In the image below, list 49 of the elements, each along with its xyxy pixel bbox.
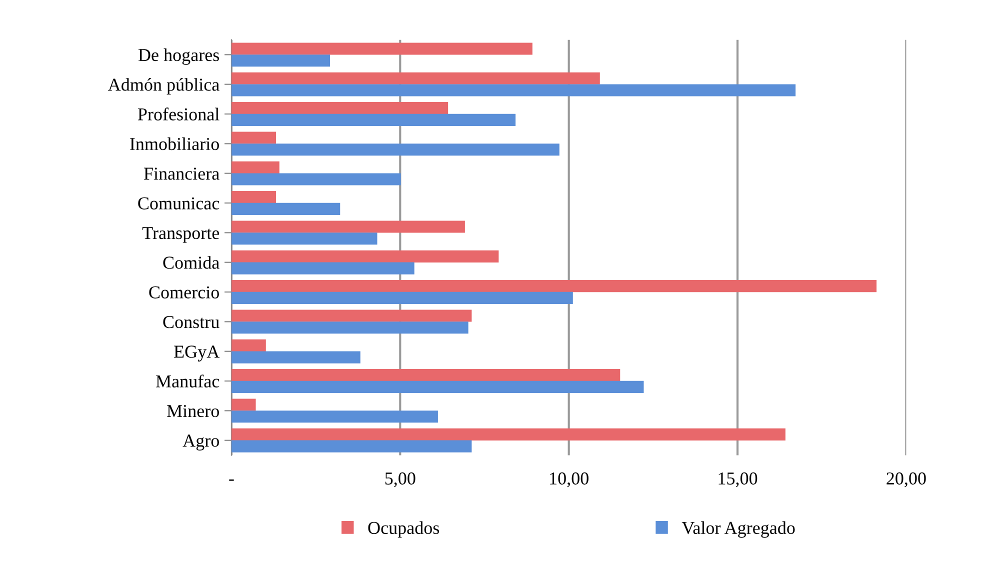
y-tick-label: EGyA (174, 346, 220, 362)
bar (231, 428, 786, 440)
bar (231, 173, 401, 186)
bar (231, 351, 360, 364)
bar (231, 161, 280, 174)
y-tick-label: Inmobiliario (130, 137, 219, 150)
y-tick-label: Comida (163, 256, 220, 269)
y-tick-label: Comunicac (138, 197, 220, 210)
x-tick-label: - (229, 479, 234, 481)
y-tick-label: Agro (182, 434, 219, 450)
bar (231, 322, 468, 334)
bar (231, 339, 266, 352)
y-tick-label: Admón pública (108, 78, 220, 94)
y-tick-label: Comercio (149, 286, 219, 298)
y-tick-label: De hogares (138, 48, 220, 65)
bar (231, 102, 448, 114)
bar (231, 114, 516, 126)
bar (231, 191, 276, 204)
y-tick-label: Constru (163, 316, 220, 328)
bar (231, 250, 499, 262)
bar (231, 42, 532, 55)
y-tick-label: Minero (167, 405, 219, 418)
bar (231, 398, 256, 411)
bar (231, 220, 465, 233)
legend-label: Ocupados (368, 521, 440, 538)
y-tick-label: Manufac (156, 374, 220, 388)
x-tick-label: 10,00 (550, 472, 588, 488)
bar (231, 54, 330, 67)
y-tick-label: Profesional (138, 108, 220, 120)
bar (231, 292, 573, 304)
bar (231, 84, 796, 96)
bar (231, 280, 877, 292)
bar (231, 262, 414, 274)
bar (231, 310, 472, 322)
x-tick-label: 5,00 (385, 472, 416, 488)
x-tick-label: 20,00 (886, 472, 926, 488)
bar (231, 410, 438, 423)
y-tick-label: Financiera (144, 168, 220, 180)
x-tick-label: 15,00 (718, 472, 758, 488)
y-tick-label: Transporte (142, 227, 220, 243)
bar (231, 72, 600, 84)
bar (231, 144, 560, 156)
bar (231, 132, 276, 144)
bar (231, 369, 620, 382)
bar (231, 202, 340, 215)
legend-label: Valor Agregado (682, 521, 795, 538)
bar (231, 232, 378, 245)
bar (231, 440, 472, 452)
bar (231, 380, 644, 393)
